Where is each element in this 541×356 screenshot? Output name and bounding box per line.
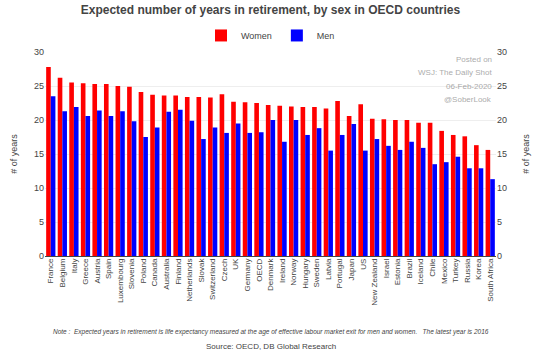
svg-text:Denmark: Denmark [266, 258, 275, 291]
svg-text:Sweden: Sweden [312, 259, 321, 288]
svg-text:Latvia: Latvia [324, 258, 333, 280]
svg-text:South Africa: South Africa [486, 258, 495, 302]
svg-text:Canada: Canada [150, 258, 159, 287]
svg-text:Note : Expected years in reti: Note : Expected years in retirement is l… [53, 328, 489, 336]
svg-text:Iceland: Iceland [416, 259, 425, 285]
svg-text:US: US [359, 259, 368, 270]
svg-text:# of years: # of years [521, 134, 531, 174]
svg-text:20: 20 [34, 115, 44, 125]
svg-text:UK: UK [231, 258, 240, 270]
svg-text:5: 5 [497, 217, 502, 227]
svg-text:10: 10 [497, 183, 507, 193]
svg-text:Source: OECD, DB Global Resear: Source: OECD, DB Global Research [206, 342, 336, 351]
svg-text:25: 25 [497, 81, 507, 91]
svg-text:@SoberLook: @SoberLook [444, 95, 492, 104]
svg-text:Norway: Norway [289, 259, 298, 286]
svg-text:France: France [46, 258, 55, 283]
svg-text:10: 10 [34, 183, 44, 193]
svg-text:15: 15 [34, 149, 44, 159]
svg-text:30: 30 [497, 47, 507, 57]
svg-text:Australia: Australia [162, 258, 171, 290]
svg-text:Italy: Italy [70, 259, 79, 274]
svg-text:20: 20 [497, 115, 507, 125]
svg-text:15: 15 [497, 149, 507, 159]
svg-text:Luxembourg: Luxembourg [116, 259, 125, 303]
svg-text:Czech: Czech [220, 259, 229, 282]
svg-text:06-Feb-2020: 06-Feb-2020 [446, 82, 492, 91]
svg-text:0: 0 [39, 251, 44, 261]
svg-text:Russia: Russia [463, 258, 472, 283]
svg-text:Women: Women [241, 31, 272, 41]
svg-text:Brazil: Brazil [405, 258, 414, 278]
svg-text:Mexico: Mexico [440, 258, 449, 284]
svg-text:Expected number of years in re: Expected number of years in retirement, … [81, 3, 461, 17]
svg-text:Turkey: Turkey [451, 259, 460, 283]
svg-text:Switzerland: Switzerland [208, 259, 217, 300]
svg-text:Slovak: Slovak [197, 258, 206, 283]
svg-text:25: 25 [34, 81, 44, 91]
svg-text:30: 30 [34, 47, 44, 57]
svg-text:Korea: Korea [474, 258, 483, 280]
svg-text:Posted on: Posted on [456, 55, 492, 64]
svg-text:0: 0 [497, 251, 502, 261]
svg-text:Portugal: Portugal [335, 258, 344, 288]
svg-text:New Zealand: New Zealand [370, 259, 379, 306]
svg-text:WSJ: The Daily Shot: WSJ: The Daily Shot [418, 68, 492, 77]
svg-text:Poland: Poland [139, 259, 148, 284]
svg-text:Austria: Austria [93, 258, 102, 283]
svg-text:OECD: OECD [255, 258, 264, 281]
svg-text:Slovenia: Slovenia [127, 258, 136, 289]
svg-text:Netherlands: Netherlands [185, 259, 194, 302]
svg-text:Hungary: Hungary [301, 259, 310, 289]
svg-text:Israel: Israel [382, 258, 391, 278]
svg-text:Greece: Greece [81, 258, 90, 285]
svg-text:Germany: Germany [243, 259, 252, 292]
svg-text:Japan: Japan [347, 259, 356, 281]
svg-text:5: 5 [39, 217, 44, 227]
svg-text:Estonia: Estonia [393, 258, 402, 285]
svg-text:Chile: Chile [428, 258, 437, 277]
svg-text:Men: Men [317, 31, 335, 41]
svg-text:# of years: # of years [9, 134, 19, 174]
svg-text:Finland: Finland [174, 259, 183, 285]
svg-text:Spain: Spain [104, 259, 113, 279]
svg-text:Belgium: Belgium [58, 258, 67, 287]
svg-text:Ireland: Ireland [278, 259, 287, 283]
